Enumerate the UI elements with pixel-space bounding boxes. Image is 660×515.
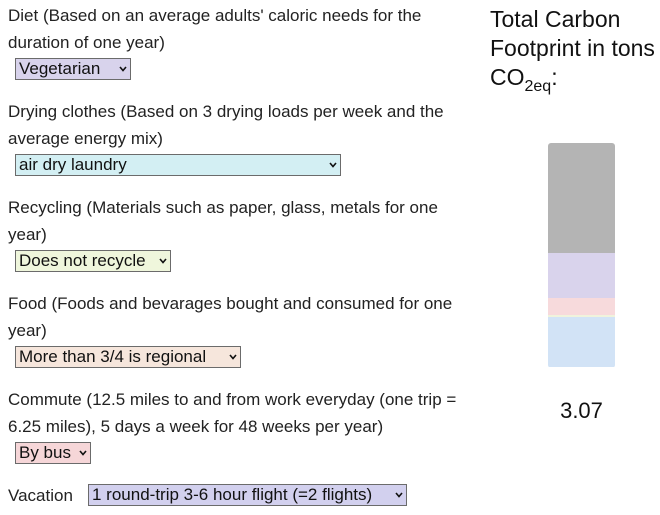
chevron-down-icon <box>119 66 127 72</box>
recycling-select-value: Does not recycle <box>19 251 146 270</box>
total-footprint-title: Total Carbon Footprint in tons CO2eq: <box>490 5 660 101</box>
bar-segment-cream <box>548 315 615 317</box>
total-title-main: Total Carbon Footprint in tons CO <box>490 6 655 90</box>
bar-segment-grey <box>548 143 615 253</box>
drying-select-value: air dry laundry <box>19 155 127 174</box>
food-select[interactable]: More than 3/4 is regional <box>15 346 241 368</box>
vacation-label: Vacation <box>8 486 73 505</box>
drying-select[interactable]: air dry laundry <box>15 154 341 176</box>
chevron-down-icon <box>79 450 87 456</box>
vacation-select[interactable]: 1 round-trip 3-6 hour flight (=2 flights… <box>88 484 407 506</box>
recycling-select[interactable]: Does not recycle <box>15 250 171 272</box>
chevron-down-icon <box>395 492 403 498</box>
bar-segment-blue <box>548 317 615 367</box>
diet-select-value: Vegetarian <box>19 59 101 78</box>
diet-label: Diet (Based on an average adults' calori… <box>8 6 422 52</box>
drying-label: Drying clothes (Based on 3 drying loads … <box>8 102 444 148</box>
chevron-down-icon <box>229 354 237 360</box>
commute-label: Commute (12.5 miles to and from work eve… <box>8 390 457 436</box>
diet-select[interactable]: Vegetarian <box>15 58 131 80</box>
recycling-label: Recycling (Materials such as paper, glas… <box>8 198 438 244</box>
commute-select[interactable]: By bus <box>15 442 91 464</box>
vacation-select-value: 1 round-trip 3-6 hour flight (=2 flights… <box>92 485 373 504</box>
bar-segment-lavender <box>548 253 615 298</box>
total-title-suffix: : <box>551 64 558 90</box>
chevron-down-icon <box>329 162 337 168</box>
bar-segment-pink <box>548 298 615 315</box>
commute-select-value: By bus <box>19 443 71 462</box>
total-footprint-value: 3.07 <box>560 398 603 423</box>
total-title-subscript: 2eq <box>524 78 552 95</box>
footprint-stacked-bar <box>548 143 615 368</box>
chevron-down-icon <box>159 258 167 264</box>
food-label: Food (Foods and bevarages bought and con… <box>8 294 453 340</box>
food-select-value: More than 3/4 is regional <box>19 347 207 366</box>
